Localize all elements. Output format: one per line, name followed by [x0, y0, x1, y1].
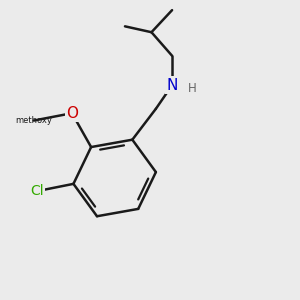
Text: H: H — [188, 82, 197, 95]
Text: methoxy: methoxy — [15, 116, 52, 125]
Text: Cl: Cl — [30, 184, 44, 198]
Text: O: O — [66, 106, 78, 121]
Text: N: N — [167, 78, 178, 93]
